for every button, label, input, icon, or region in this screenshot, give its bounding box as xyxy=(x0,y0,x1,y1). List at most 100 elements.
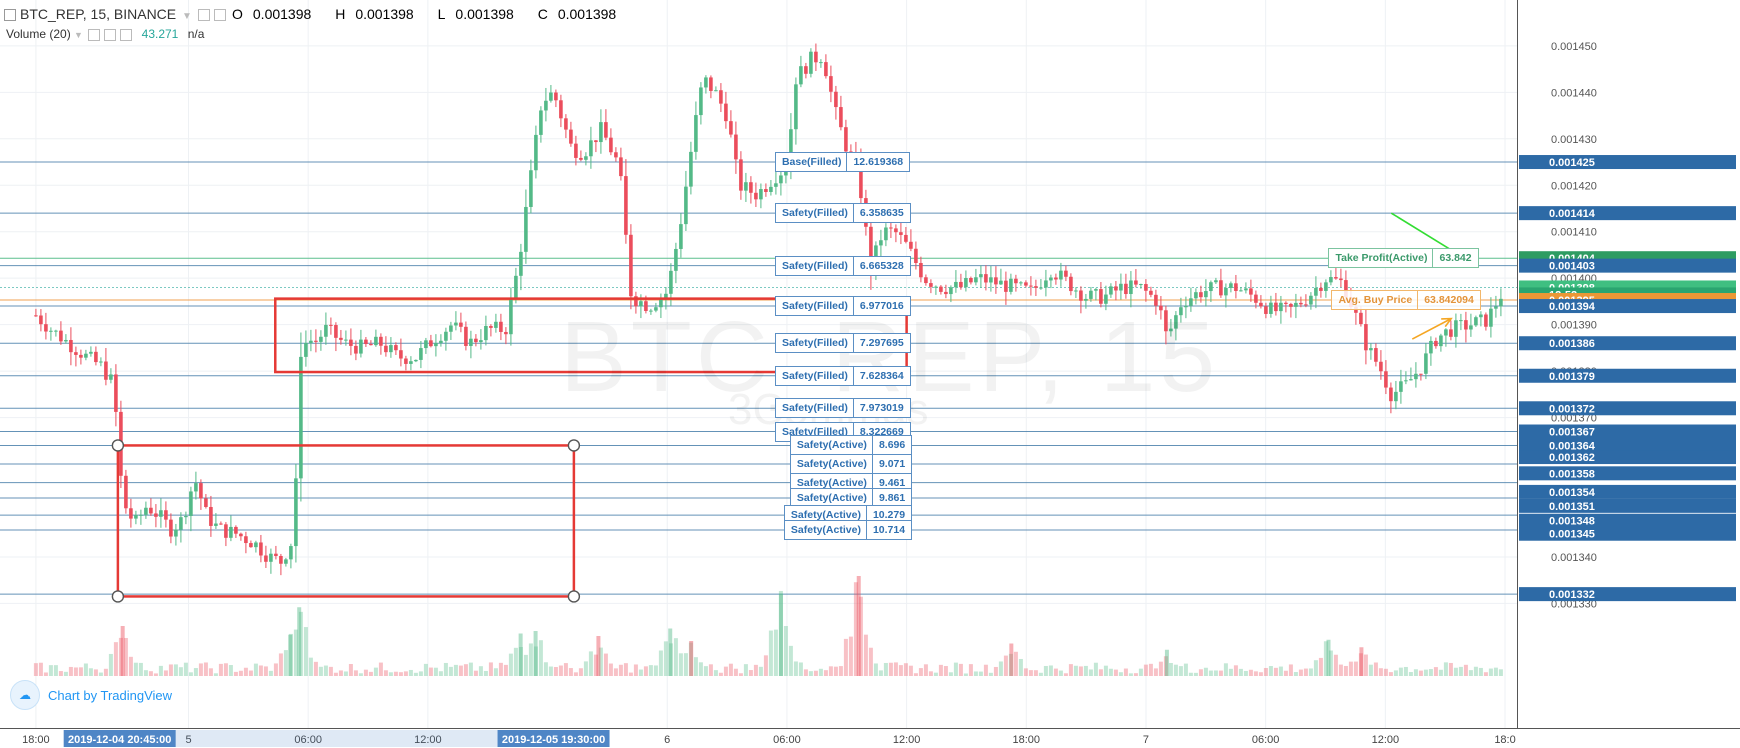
order-badge[interactable]: Safety(Filled) 7.297695 xyxy=(774,333,911,354)
candle-body xyxy=(639,301,643,307)
order-badge-label: Safety(Filled) xyxy=(776,399,854,418)
candle-body xyxy=(1394,391,1398,402)
drag-handle[interactable] xyxy=(567,439,581,452)
settings-icon[interactable] xyxy=(88,28,101,41)
chevron-down-icon[interactable]: ▼ xyxy=(182,11,192,22)
candle-body xyxy=(704,77,708,88)
price-tag-bg xyxy=(1519,258,1736,273)
rectangle-drawing xyxy=(116,444,576,598)
candle-body xyxy=(734,134,738,160)
order-badge[interactable]: Safety(Filled) 6.977016 xyxy=(774,296,911,317)
order-badge[interactable]: Safety(Filled) 7.628364 xyxy=(774,365,911,386)
candle-body xyxy=(1259,302,1263,307)
volume-bar xyxy=(813,670,818,676)
close-icon[interactable] xyxy=(120,28,133,41)
candle-body xyxy=(1439,335,1443,347)
candle xyxy=(144,501,148,519)
candle-body xyxy=(1389,387,1393,402)
candle-body xyxy=(429,340,433,347)
order-badge[interactable]: Safety(Filled) 6.665328 xyxy=(774,255,911,276)
order-badge[interactable]: Safety(Active) 9.071 xyxy=(789,454,913,475)
symbol-header[interactable]: BTC_REP, 15, BINANCE ▼ xyxy=(4,6,228,22)
order-badge[interactable]: Safety(Filled) 7.973019 xyxy=(774,398,911,419)
candle xyxy=(1094,287,1098,301)
volume-bar xyxy=(1138,668,1143,676)
candle-body xyxy=(509,298,513,335)
volume-bar xyxy=(423,663,428,676)
candle-body xyxy=(784,171,788,176)
hide-icon[interactable] xyxy=(213,9,226,22)
candle xyxy=(1049,274,1053,289)
order-badge-value: 9.861 xyxy=(878,491,906,504)
candle xyxy=(474,334,478,347)
volume-bar xyxy=(408,669,413,676)
volume-bar xyxy=(728,663,733,676)
price-label-tag: 0.001362 xyxy=(1519,450,1736,465)
order-badge[interactable]: Base(Filled) 12.619368 xyxy=(774,152,911,173)
candle xyxy=(1164,305,1168,345)
price-tick-label: 0.001420 xyxy=(1551,180,1597,192)
volume-bar xyxy=(1238,668,1243,676)
volume-bar xyxy=(1283,670,1288,676)
tradingview-branding[interactable]: ☁ Chart by TradingView xyxy=(10,680,172,710)
candle xyxy=(1499,288,1503,317)
candle-body xyxy=(1284,302,1288,304)
order-badge[interactable]: Take Profit(Active) 63.842 xyxy=(1328,248,1479,269)
volume-header[interactable]: Volume (20) ▼ 43.271 n/a xyxy=(6,27,204,41)
order-badge-value: 7.297695 xyxy=(859,337,904,350)
order-badge[interactable]: Safety(Active) 10.714 xyxy=(783,520,913,540)
volume-bar xyxy=(918,668,923,676)
volume-bar xyxy=(1328,650,1333,676)
candle-body xyxy=(459,322,463,327)
candle xyxy=(629,224,633,310)
volume-bar xyxy=(58,671,63,676)
candle-body xyxy=(154,513,158,517)
volume-bar xyxy=(1183,663,1188,676)
candle xyxy=(779,171,783,196)
drag-handle[interactable] xyxy=(567,590,581,603)
candle-body xyxy=(1374,348,1378,362)
candle-body xyxy=(829,76,833,92)
chevron-down-icon[interactable]: ▼ xyxy=(74,30,83,40)
candle xyxy=(544,87,548,122)
time-axis-bg xyxy=(0,728,1740,748)
order-badge[interactable]: Safety(Filled) 6.358635 xyxy=(774,203,911,224)
candle xyxy=(139,509,143,525)
drag-handle[interactable] xyxy=(111,439,125,452)
collapse-icon[interactable] xyxy=(4,9,16,22)
volume-bar xyxy=(268,670,273,676)
candle xyxy=(89,346,93,357)
volume-bar xyxy=(368,671,373,676)
order-badge[interactable]: Avg. Buy Price 63.842094 xyxy=(1331,290,1481,311)
candle xyxy=(909,229,913,252)
volume-bar xyxy=(83,663,88,676)
candle xyxy=(319,330,323,351)
candle xyxy=(674,242,678,284)
volume-bar xyxy=(1398,667,1403,676)
candle-body xyxy=(319,336,323,342)
settings-icon[interactable] xyxy=(197,9,210,22)
volume-bar xyxy=(1008,653,1013,676)
candle-body xyxy=(904,234,908,242)
arrow-shaft xyxy=(1411,317,1452,340)
volume-bar xyxy=(1148,663,1153,676)
candle xyxy=(824,54,828,79)
volume-bar xyxy=(128,656,133,676)
hide-icon[interactable] xyxy=(104,28,117,41)
order-badge-value: 6.665328 xyxy=(859,259,904,272)
order-badge-label: Take Profit(Active) xyxy=(1329,249,1434,268)
drag-handle[interactable] xyxy=(111,590,125,603)
volume-bar xyxy=(863,634,868,676)
candle-body xyxy=(144,507,148,515)
candle xyxy=(439,334,443,347)
candle xyxy=(344,330,348,346)
order-badge[interactable]: Safety(Active) 8.696 xyxy=(789,435,913,456)
candle xyxy=(399,338,403,367)
volume-bar-peak xyxy=(120,626,125,676)
volume-value: 43.271 xyxy=(141,27,179,41)
candle xyxy=(1364,309,1368,365)
price-tick-label: 0.001330 xyxy=(1551,598,1597,610)
candle-body xyxy=(199,483,203,499)
candle xyxy=(934,285,938,295)
